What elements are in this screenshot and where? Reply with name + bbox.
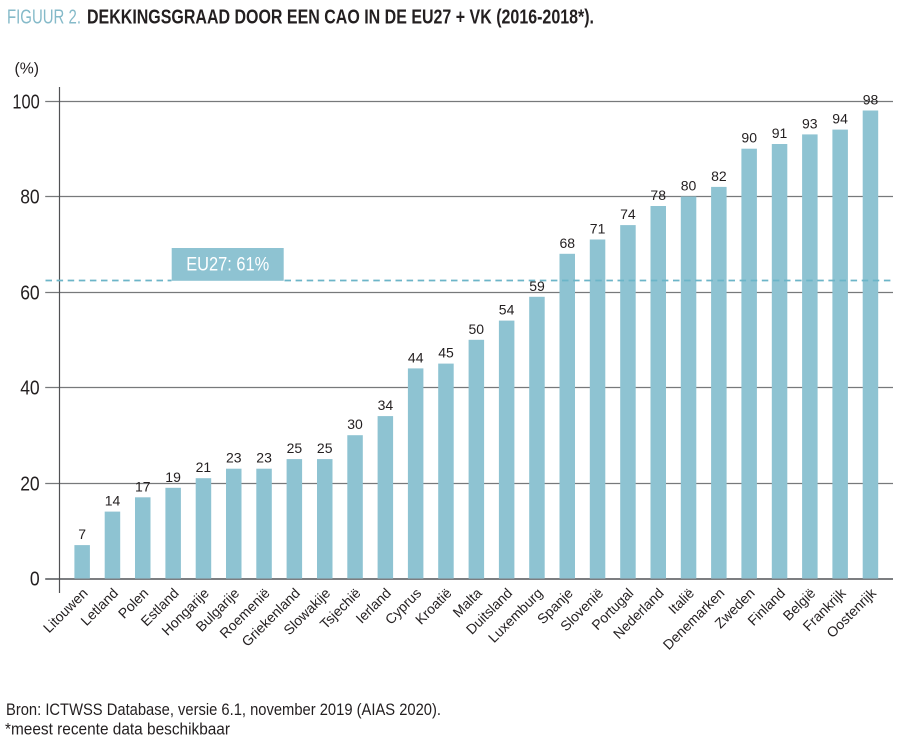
svg-text:*meest recente data beschikbaa: *meest recente data beschikbaar: [5, 720, 230, 738]
svg-text:82: 82: [711, 168, 727, 184]
svg-text:98: 98: [863, 92, 879, 108]
svg-text:23: 23: [226, 450, 242, 466]
svg-text:25: 25: [317, 440, 333, 456]
svg-text:60: 60: [20, 283, 40, 305]
svg-text:7: 7: [78, 526, 86, 542]
svg-text:EU27: 61%: EU27: 61%: [186, 254, 269, 276]
svg-text:23: 23: [256, 450, 272, 466]
svg-text:59: 59: [529, 278, 545, 294]
svg-text:FIGUUR 2.: FIGUUR 2.: [7, 6, 81, 29]
svg-text:78: 78: [650, 187, 666, 203]
svg-text:54: 54: [499, 302, 515, 318]
svg-text:94: 94: [832, 111, 848, 127]
svg-text:21: 21: [196, 459, 212, 475]
svg-text:30: 30: [347, 416, 363, 432]
svg-text:93: 93: [802, 115, 818, 131]
svg-text:DEKKINGSGRAAD DOOR EEN CAO IN: DEKKINGSGRAAD DOOR EEN CAO IN DE EU27 + …: [87, 6, 594, 29]
svg-text:14: 14: [105, 493, 121, 509]
svg-text:80: 80: [681, 178, 697, 194]
svg-text:50: 50: [469, 321, 485, 337]
svg-text:25: 25: [287, 440, 303, 456]
svg-text:74: 74: [620, 206, 636, 222]
svg-text:17: 17: [135, 478, 151, 494]
svg-text:44: 44: [408, 349, 424, 365]
svg-text:80: 80: [20, 187, 40, 209]
svg-text:0: 0: [30, 569, 40, 591]
svg-text:40: 40: [20, 378, 40, 400]
svg-text:100: 100: [12, 92, 39, 114]
svg-text:Bron: ICTWSS Database, versie: Bron: ICTWSS Database, versie 6.1, novem…: [6, 701, 441, 719]
svg-text:20: 20: [20, 474, 40, 496]
svg-text:(%): (%): [15, 61, 40, 78]
svg-text:91: 91: [772, 125, 788, 141]
svg-text:19: 19: [165, 469, 181, 485]
svg-text:45: 45: [438, 345, 454, 361]
svg-text:68: 68: [560, 235, 576, 251]
svg-text:90: 90: [741, 130, 757, 146]
svg-text:34: 34: [378, 397, 394, 413]
svg-text:71: 71: [590, 221, 606, 237]
